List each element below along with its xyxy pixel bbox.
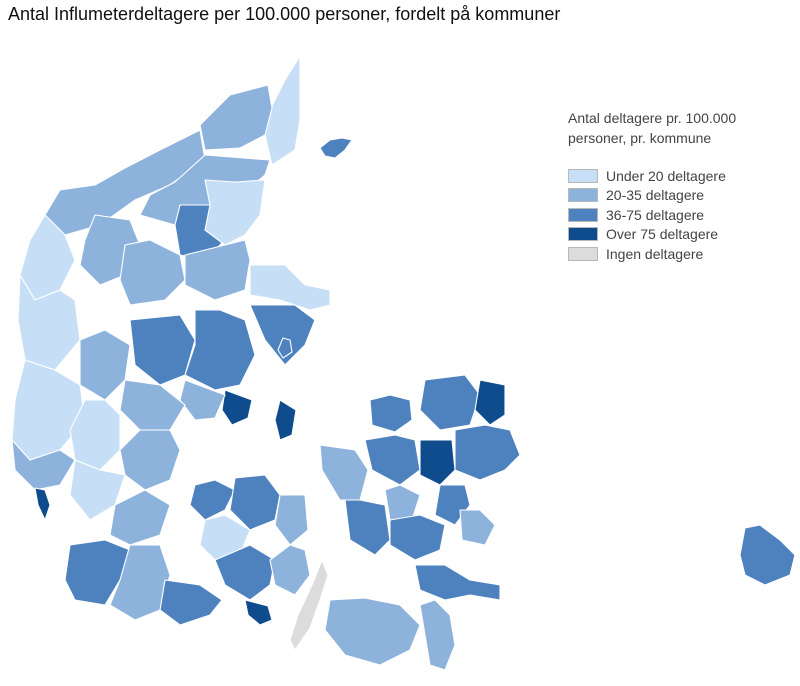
legend-swatch-under20 [568, 168, 598, 183]
region-odsherred [369, 394, 413, 433]
legend-label-none: Ingen deltagere [606, 245, 704, 262]
legend: Antal deltagere pr. 100.000 personer, pr… [568, 108, 793, 264]
region-syddjurs [249, 304, 316, 366]
region-soenderborg [159, 579, 223, 626]
region-nyborg [274, 494, 309, 546]
region-naestved [389, 514, 446, 561]
region-aarhus [184, 309, 256, 391]
region-horsens [179, 379, 226, 421]
legend-label-20-35: 20-35 deltagere [606, 187, 705, 204]
legend-list: Under 20 deltagere 20-35 deltagere 36-75… [568, 166, 793, 264]
region-anholt [319, 137, 353, 159]
region-kolding [119, 429, 181, 491]
legend-label-under20: Under 20 deltagere [606, 167, 726, 184]
region-aeroe [244, 599, 273, 626]
legend-label-over75: Over 75 deltagere [606, 226, 719, 243]
region-aabenraa [109, 544, 171, 621]
legend-title-line1: Antal deltagere pr. 100.000 [568, 110, 737, 126]
legend-item-over75: Over 75 deltagere [568, 225, 793, 245]
region-norddjurs [249, 264, 331, 311]
region-lolland [324, 597, 421, 666]
region-slagelse [344, 499, 391, 556]
legend-item-36-75: 36-75 deltagere [568, 205, 793, 225]
region-odder [221, 389, 253, 426]
legend-label-36-75: 36-75 deltagere [606, 206, 705, 223]
region-fanoe [34, 487, 51, 521]
region-holbaek [364, 434, 421, 486]
region-vendsyssel-vest [199, 84, 273, 151]
legend-title-line2: personer, pr. kommune [568, 130, 712, 146]
region-randers [184, 239, 251, 301]
region-vejle [119, 379, 186, 431]
region-vordingborg [414, 564, 501, 601]
region-kalundborg [319, 444, 369, 501]
municipality-regions [11, 55, 796, 671]
legend-swatch-36-75 [568, 207, 598, 222]
region-hilleroed [419, 374, 481, 431]
legend-item-none: Ingen deltagere [568, 244, 793, 264]
region-mariagerfjord [204, 179, 266, 246]
region-koebenhavn [454, 424, 521, 481]
region-langeland [289, 559, 329, 651]
region-faaborg [214, 544, 276, 601]
region-herning [79, 329, 131, 401]
region-odense [229, 474, 281, 531]
region-nordfyn [189, 479, 236, 521]
region-roskilde [419, 439, 456, 486]
region-esbjerg [11, 439, 76, 491]
region-svendborg [269, 544, 311, 596]
region-nordjylland-nord [264, 55, 301, 166]
legend-swatch-none [568, 246, 598, 261]
region-viborg [119, 239, 186, 306]
region-haderslev [109, 489, 171, 546]
region-bornholm [739, 524, 796, 586]
legend-swatch-20-35 [568, 188, 598, 203]
region-soroe [384, 484, 421, 521]
region-laesoe [277, 337, 293, 359]
region-billund [69, 399, 121, 471]
region-helsingoer [474, 379, 506, 426]
region-guldborgsund [419, 599, 456, 671]
region-samsoe [274, 399, 297, 441]
region-toender [64, 539, 131, 606]
region-stevns [459, 509, 496, 546]
page-title: Antal Influmeterdeltagere per 100.000 pe… [8, 4, 561, 24]
legend-item-20-35: 20-35 deltagere [568, 186, 793, 206]
legend-swatch-over75 [568, 227, 598, 242]
legend-item-under20: Under 20 deltagere [568, 166, 793, 186]
